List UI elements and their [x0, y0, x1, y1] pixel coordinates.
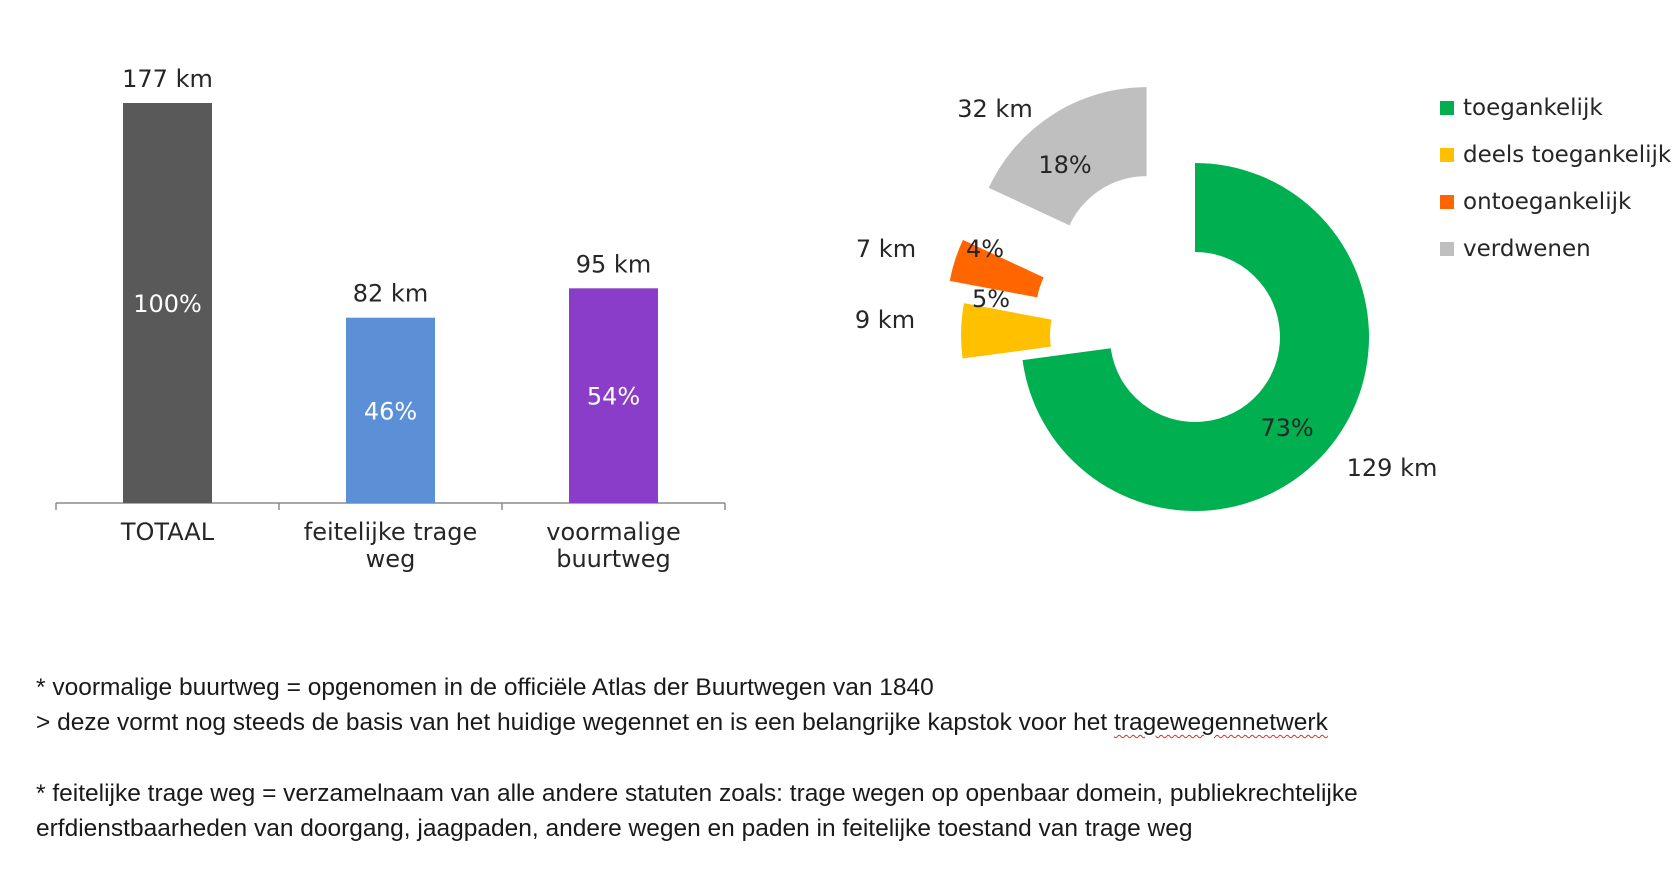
- footnote-trage-weg: * feitelijke trage weg = verzamelnaam va…: [36, 780, 1358, 807]
- bar: [123, 103, 212, 503]
- donut-legend: toegankelijk deels toegankelijk ontoegan…: [1440, 84, 1671, 272]
- bar-percent-label: 46%: [364, 397, 417, 425]
- legend-swatch: [1440, 194, 1454, 209]
- bar-value-label: 95 km: [576, 250, 651, 278]
- bar-percent-label: 100%: [133, 290, 202, 318]
- x-tick-label: voormalige: [546, 518, 680, 546]
- footnotes: * voormalige buurtweg = opgenomen in de …: [36, 670, 1656, 846]
- bar-chart: 177 km 100% TOTAAL 82 km 46% feitelijke trage…: [55, 65, 726, 573]
- legend-label: deels toegankelijk: [1463, 141, 1672, 168]
- x-tick-label: buurtweg: [556, 545, 671, 573]
- legend-label: toegankelijk: [1463, 94, 1603, 121]
- bar-percent-label: 54%: [587, 383, 640, 411]
- bar: [346, 317, 435, 503]
- donut-slice: [949, 239, 1044, 298]
- footnote-spacer: [36, 740, 1656, 776]
- legend-item-deels-toegankelijk: deels toegankelijk: [1440, 131, 1671, 178]
- slice-value-label: 129 km: [1347, 454, 1438, 482]
- slice-percent-label: 5%: [972, 285, 1010, 313]
- legend-swatch: [1440, 241, 1454, 256]
- footnote-buurtweg-detail-text: > deze vormt nog steeds de basis van het…: [36, 709, 1115, 736]
- x-tick-label: feitelijke trage: [304, 518, 477, 546]
- footnote-buurtweg-detail: > deze vormt nog steeds de basis van het…: [36, 705, 1656, 740]
- legend-item-verdwenen: verdwenen: [1440, 225, 1671, 272]
- legend-label: verdwenen: [1463, 235, 1591, 262]
- slice-value-label: 32 km: [957, 95, 1032, 123]
- slice-percent-label: 18%: [1038, 151, 1091, 179]
- footnote-buurtweg: * voormalige buurtweg = opgenomen in de …: [36, 674, 934, 701]
- donut-slice: [988, 87, 1147, 226]
- legend-label: ontoegankelijk: [1463, 188, 1632, 215]
- bar-value-label: 82 km: [353, 280, 428, 308]
- legend-swatch: [1440, 147, 1454, 162]
- legend-swatch: [1440, 100, 1454, 115]
- slice-percent-label: 4%: [966, 235, 1004, 263]
- footnote-underlined-term: tragewegennetwerk: [1114, 709, 1328, 736]
- legend-item-toegankelijk: toegankelijk: [1440, 84, 1671, 131]
- donut-slice: [1022, 163, 1369, 511]
- legend-item-ontoegankelijk: ontoegankelijk: [1440, 178, 1671, 225]
- slice-value-label: 9 km: [855, 306, 915, 334]
- slice-percent-label: 73%: [1260, 414, 1313, 442]
- x-tick-label: weg: [366, 545, 416, 573]
- x-tick-label: TOTAAL: [120, 518, 215, 546]
- donut-slice: [961, 303, 1052, 359]
- bar-value-label: 177 km: [122, 65, 213, 93]
- slice-value-label: 7 km: [856, 235, 916, 263]
- bar: [569, 288, 658, 503]
- footnote-trage-weg-continued: erfdienstbaarheden van doorgang, jaagpad…: [36, 815, 1193, 842]
